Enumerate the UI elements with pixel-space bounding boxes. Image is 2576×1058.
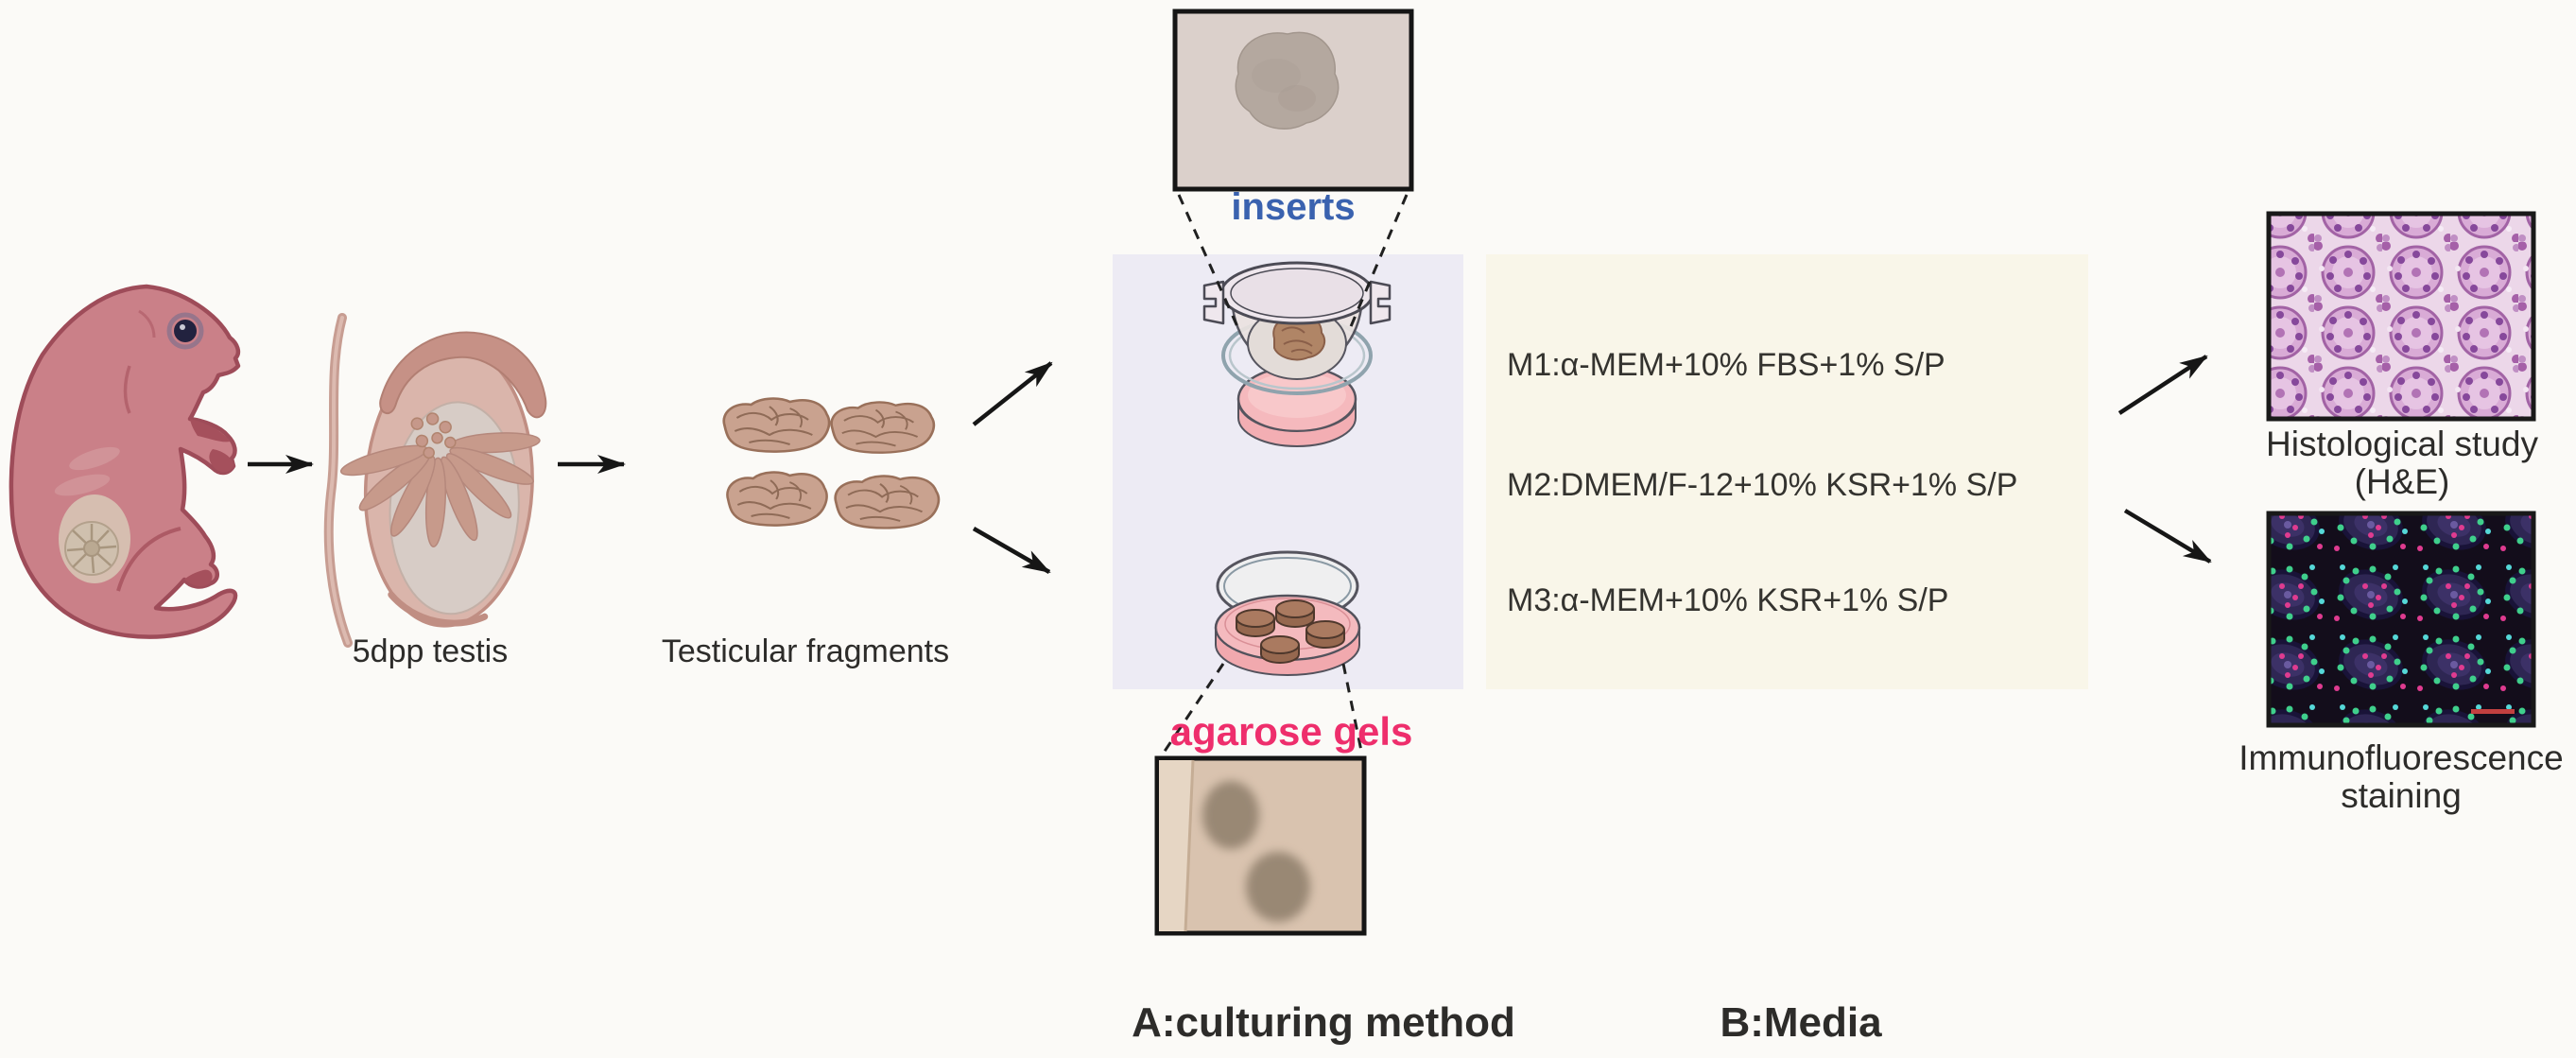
immunofluorescence-caption: Immunofluorescence staining: [2217, 739, 2576, 815]
arrow-to-histology: [2118, 355, 2208, 415]
histology-caption-line2: (H&E): [2354, 461, 2450, 501]
immunofluorescence-caption-line2: staining: [2341, 775, 2462, 815]
mouse-pup-illustration: [9, 284, 241, 639]
testis-stage-label: 5dpp testis: [352, 633, 509, 669]
section-a-label: A:culturing method: [1132, 999, 1515, 1046]
immunofluorescence-caption-line1: Immunofluorescence: [2239, 738, 2564, 777]
fragments-stage-label: Testicular fragments: [661, 633, 950, 669]
histology-photo: [2266, 211, 2536, 422]
gel-discs: [1236, 599, 1345, 664]
flow-arrows: [248, 355, 2212, 574]
culture-insert-illustration: [1202, 261, 1392, 447]
agarose-gels-method-label: agarose gels: [1169, 709, 1413, 754]
inserts-method-label: inserts: [1231, 186, 1356, 228]
media-m1-label: M1:α-MEM+10% FBS+1% S/P: [1507, 347, 1945, 383]
media-panel: [1486, 254, 2088, 689]
testis-illustration: [323, 313, 547, 648]
arrow-fragments-to-inserts: [972, 361, 1053, 426]
histology-caption-line1: Histological study: [2266, 425, 2538, 463]
arrow-fragments-to-agarose: [972, 527, 1051, 574]
agarose-gel-photo: [1154, 755, 1367, 936]
inserts-photo: [1172, 9, 1414, 192]
media-m3-label: M3:α-MEM+10% KSR+1% S/P: [1507, 582, 1949, 618]
testicular-fragments-illustration: [722, 397, 941, 529]
agarose-dish-illustration: [1214, 550, 1361, 676]
immunofluorescence-photo: [2266, 511, 2536, 728]
histology-caption: Histological study (H&E): [2236, 425, 2568, 501]
arrow-to-immunofluorescence: [2123, 509, 2212, 564]
zoom-connector-lines: [1160, 194, 1409, 756]
scale-bar: [2471, 709, 2515, 714]
section-b-label: B:Media: [1720, 999, 1882, 1046]
media-m2-label: M2:DMEM/F-12+10% KSR+1% S/P: [1507, 467, 2018, 503]
